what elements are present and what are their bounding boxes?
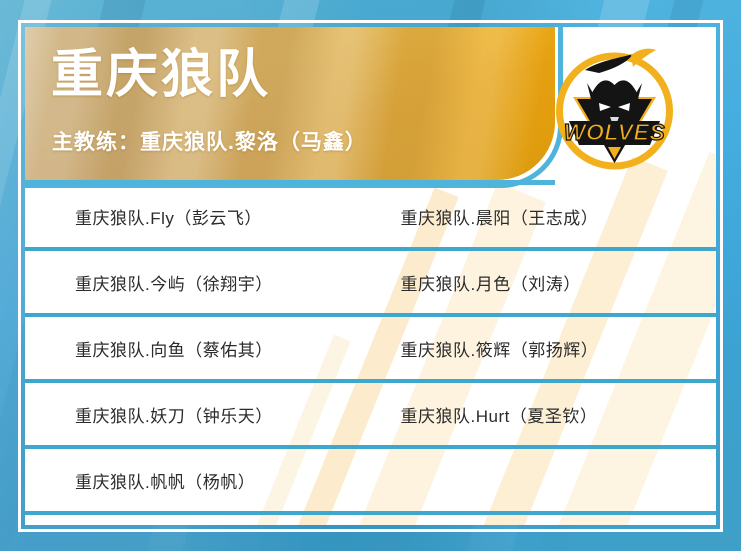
- row-divider: [25, 445, 716, 449]
- head-coach-label: 主教练：重庆狼队.黎洛（马鑫）: [52, 131, 367, 154]
- svg-text:WOLVES: WOLVES: [564, 119, 666, 145]
- row-divider: [25, 511, 716, 515]
- player-cell: 重庆狼队.Fly（彭云飞）: [75, 208, 262, 228]
- row-divider: [25, 379, 716, 383]
- player-cell: 重庆狼队.今屿（徐翔宇）: [75, 274, 273, 294]
- wolves-wordmark: WOLVES: [563, 118, 666, 145]
- player-cell: 重庆狼队.晨阳（王志成）: [400, 208, 599, 228]
- player-cell: 重庆狼队.帆帆（杨帆）: [75, 472, 256, 492]
- row-divider: [25, 313, 716, 317]
- poster-frame: [18, 20, 723, 532]
- roster-table: 重庆狼队.Fly（彭云飞） 重庆狼队.晨阳（王志成） 重庆狼队.今屿（徐翔宇） …: [25, 185, 716, 515]
- player-cell-empty: [371, 449, 717, 511]
- row-divider: [25, 247, 716, 251]
- wolves-logo-icon: WOLVES: [556, 48, 673, 170]
- player-cell: 重庆狼队.筱辉（郭扬辉）: [400, 340, 599, 360]
- team-header-panel: 重庆狼队 主教练：重庆狼队.黎洛（马鑫）: [25, 27, 555, 180]
- table-row: 重庆狼队.妖刀（钟乐天） 重庆狼队.Hurt（夏圣钦）: [25, 383, 716, 445]
- table-row: 重庆狼队.帆帆（杨帆）: [25, 449, 716, 511]
- team-name-title: 重庆狼队: [51, 46, 272, 104]
- content-card: 重庆狼队 主教练：重庆狼队.黎洛（马鑫）: [25, 27, 716, 525]
- player-cell: 重庆狼队.向鱼（蔡佑其）: [75, 340, 273, 360]
- player-cell: 重庆狼队.妖刀（钟乐天）: [75, 406, 273, 426]
- table-row: 重庆狼队.Fly（彭云飞） 重庆狼队.晨阳（王志成）: [25, 185, 716, 247]
- header-bottom-strip: [25, 180, 555, 185]
- player-cell: 重庆狼队.月色（刘涛）: [400, 274, 581, 294]
- table-row: 重庆狼队.向鱼（蔡佑其） 重庆狼队.筱辉（郭扬辉）: [25, 317, 716, 379]
- player-cell: 重庆狼队.Hurt（夏圣钦）: [400, 406, 598, 426]
- table-row: 重庆狼队.今屿（徐翔宇） 重庆狼队.月色（刘涛）: [25, 251, 716, 313]
- wolves-logo: WOLVES: [547, 41, 682, 176]
